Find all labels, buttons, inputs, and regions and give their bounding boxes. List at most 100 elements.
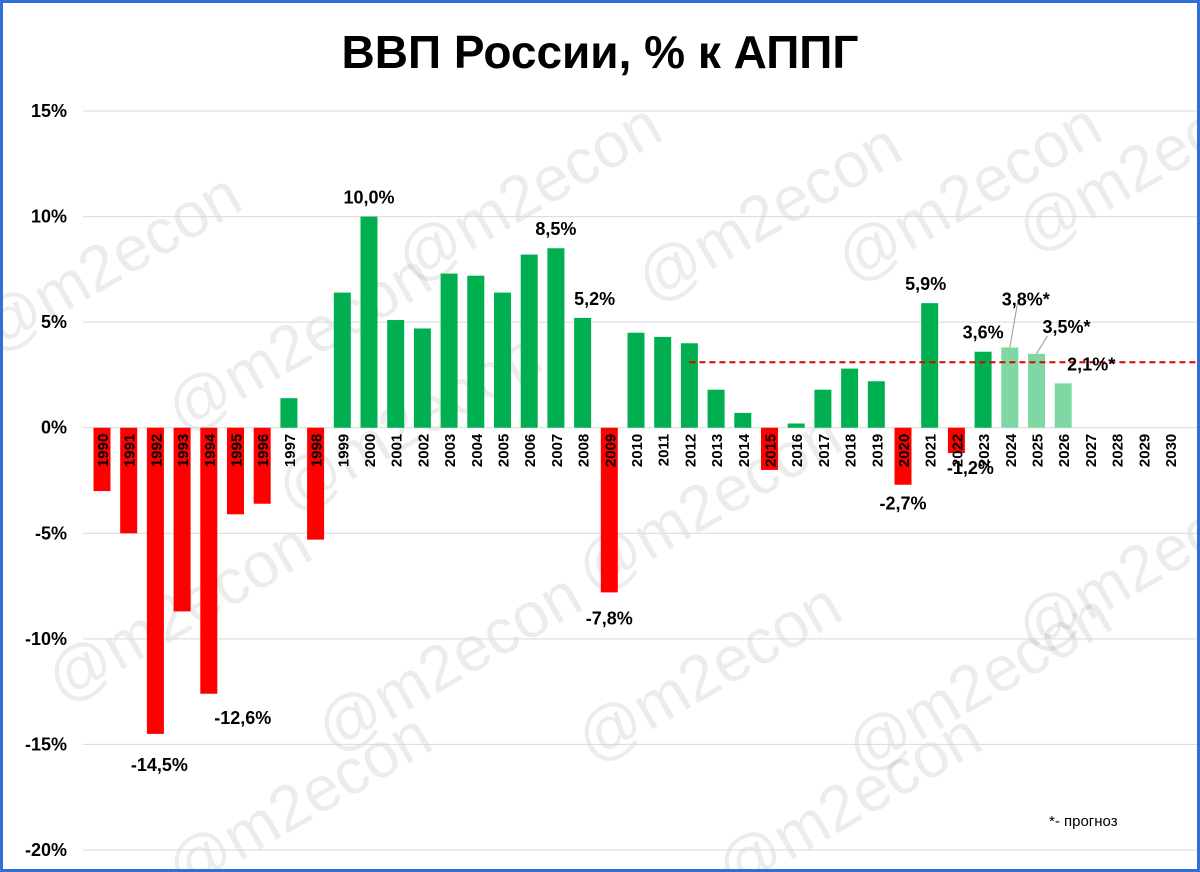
y-tick-label: -15% bbox=[25, 734, 67, 754]
data-label: 8,5% bbox=[535, 219, 576, 239]
x-tick-label: 1992 bbox=[148, 434, 165, 467]
bar bbox=[947, 427, 965, 454]
data-label: 10,0% bbox=[343, 188, 394, 208]
y-tick-label: 15% bbox=[31, 101, 67, 121]
data-label: -7,8% bbox=[586, 608, 633, 628]
x-tick-label: 2029 bbox=[1136, 434, 1153, 467]
x-tick-label: 2017 bbox=[816, 434, 833, 467]
bar bbox=[253, 427, 271, 504]
x-tick-label: 1999 bbox=[335, 434, 352, 467]
x-tick-label: 2011 bbox=[656, 434, 673, 467]
x-tick-label: 2022 bbox=[949, 434, 966, 467]
bar bbox=[627, 332, 645, 428]
bar bbox=[146, 427, 164, 734]
x-tick-label: 2002 bbox=[415, 434, 432, 467]
bar bbox=[734, 412, 752, 428]
data-label: -12,6% bbox=[214, 708, 271, 728]
x-tick-label: 2005 bbox=[496, 434, 513, 467]
x-tick-label: 2015 bbox=[763, 434, 780, 467]
bar bbox=[921, 303, 939, 428]
label-leader-line bbox=[1009, 301, 1019, 348]
bar bbox=[307, 427, 325, 540]
x-tick-label: 2025 bbox=[1030, 434, 1047, 467]
bar bbox=[814, 389, 832, 428]
bar bbox=[1001, 347, 1019, 428]
data-label: 5,2% bbox=[574, 289, 615, 309]
x-tick-label: 2016 bbox=[789, 434, 806, 467]
data-label: 3,6% bbox=[963, 323, 1004, 343]
bar bbox=[1054, 383, 1072, 428]
bar-chart: 15% 10% 5% 0% -5% -10% -15% -20% 1990 1991 1992 199… bbox=[25, 101, 1197, 860]
x-tick-label: 2004 bbox=[469, 433, 486, 467]
bar bbox=[227, 427, 244, 515]
bar bbox=[467, 275, 485, 428]
x-tick-label: 2012 bbox=[682, 434, 699, 467]
data-label: -1,2% bbox=[947, 458, 994, 478]
x-tick-label: 2013 bbox=[709, 434, 726, 467]
x-tick-label: 2020 bbox=[896, 434, 913, 467]
bar bbox=[707, 389, 725, 428]
bar bbox=[1028, 353, 1045, 428]
data-label: -2,7% bbox=[879, 494, 926, 514]
x-tick-label: 1994 bbox=[202, 433, 219, 467]
bar bbox=[440, 273, 458, 428]
bar bbox=[333, 292, 351, 428]
x-tick-label: 2019 bbox=[869, 434, 886, 467]
x-tick-label: 2010 bbox=[629, 434, 646, 467]
bar bbox=[680, 343, 698, 428]
bar bbox=[761, 427, 778, 470]
bar bbox=[867, 381, 885, 428]
y-tick-label: -20% bbox=[25, 840, 67, 860]
x-tick-label: 2003 bbox=[442, 434, 459, 467]
data-label: 3,8%* bbox=[1002, 289, 1050, 309]
bar bbox=[547, 248, 565, 428]
x-tick-label: 2028 bbox=[1110, 434, 1127, 467]
x-tick-label: 2007 bbox=[549, 434, 566, 467]
x-tick-label: 1995 bbox=[229, 434, 246, 467]
x-tick-label: 2001 bbox=[389, 434, 406, 467]
x-tick-label: 2009 bbox=[602, 434, 619, 467]
data-label: 5,9% bbox=[905, 274, 946, 294]
x-tick-label: 2008 bbox=[576, 434, 593, 467]
data-label: -14,5% bbox=[131, 755, 188, 775]
y-tick-label: 10% bbox=[31, 207, 67, 227]
y-tick-label: 0% bbox=[41, 418, 67, 438]
bar bbox=[574, 317, 592, 428]
data-label: 3,5%* bbox=[1042, 317, 1090, 337]
bar bbox=[387, 320, 405, 428]
bar bbox=[360, 216, 378, 428]
x-tick-label: 2021 bbox=[923, 434, 940, 467]
x-tick-label: 2000 bbox=[362, 434, 379, 467]
y-tick-label: -5% bbox=[35, 523, 67, 543]
bar bbox=[200, 427, 218, 694]
bar bbox=[173, 427, 191, 612]
bar bbox=[894, 427, 912, 485]
label-leader-line bbox=[1036, 335, 1048, 355]
x-tick-label: 2023 bbox=[976, 434, 993, 467]
x-tick-label: 1993 bbox=[175, 434, 192, 467]
x-tick-label: 2027 bbox=[1083, 434, 1100, 467]
bar bbox=[494, 292, 511, 428]
bar bbox=[120, 427, 138, 534]
bar bbox=[520, 254, 538, 428]
y-tick-label: -10% bbox=[25, 629, 67, 649]
forecast-note: *- прогноз bbox=[1049, 813, 1118, 830]
x-tick-label: 1996 bbox=[255, 434, 272, 467]
x-tick-label: 2026 bbox=[1056, 434, 1073, 467]
bar bbox=[841, 368, 859, 428]
x-tick-label: 2018 bbox=[843, 434, 860, 467]
x-tick-label: 1997 bbox=[282, 434, 299, 467]
x-tick-label: 2014 bbox=[736, 433, 753, 467]
bar bbox=[600, 427, 618, 593]
bar bbox=[787, 423, 805, 428]
x-tick-label: 1990 bbox=[95, 434, 112, 467]
y-tick-label: 5% bbox=[41, 312, 67, 332]
x-tick-label: 2024 bbox=[1003, 433, 1020, 467]
x-tick-label: 1998 bbox=[309, 434, 326, 467]
data-label: 2,1%* bbox=[1067, 354, 1115, 374]
x-tick-label: 1991 bbox=[122, 434, 139, 467]
bar bbox=[654, 336, 672, 428]
bar bbox=[974, 351, 992, 428]
x-tick-label: 2030 bbox=[1163, 434, 1180, 467]
